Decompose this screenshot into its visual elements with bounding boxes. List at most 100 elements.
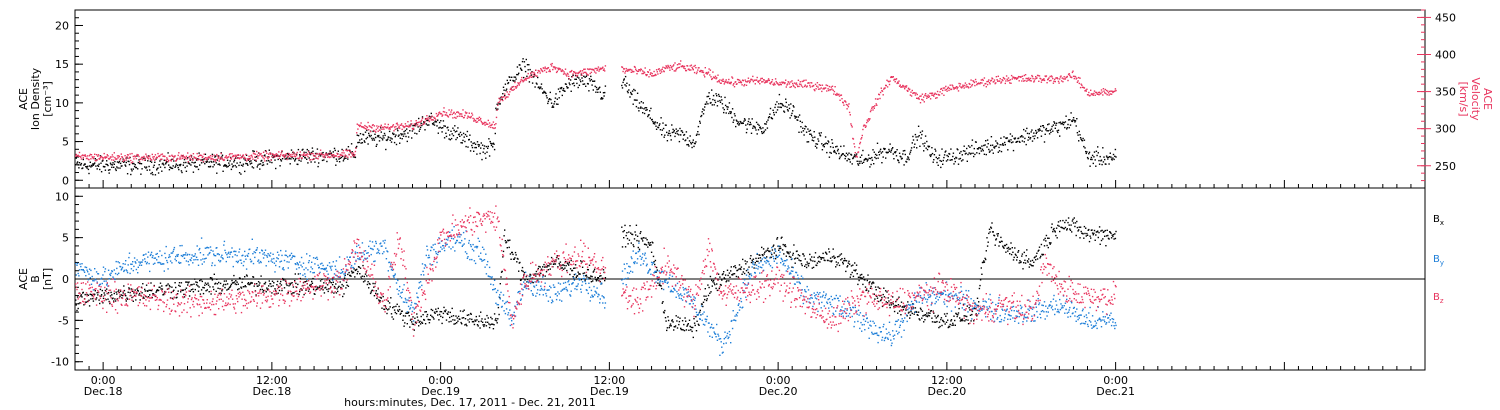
b-tick-label: 0 <box>62 273 69 286</box>
data-point <box>1043 126 1045 129</box>
data-point <box>939 325 941 328</box>
data-point <box>92 157 95 160</box>
data-point <box>485 157 487 159</box>
data-point <box>748 124 751 126</box>
data-point <box>149 289 152 292</box>
data-point <box>676 67 678 70</box>
data-point <box>596 69 598 72</box>
data-point <box>666 329 668 332</box>
data-point <box>993 147 996 149</box>
data-point <box>847 104 849 106</box>
data-point <box>599 67 601 69</box>
data-point <box>511 76 513 78</box>
data-point <box>633 88 635 91</box>
data-point <box>958 82 960 85</box>
data-point <box>1051 125 1053 128</box>
data-point <box>893 79 895 81</box>
data-point <box>1051 76 1053 78</box>
data-point <box>391 316 393 318</box>
data-point <box>947 326 949 329</box>
data-point <box>468 116 470 118</box>
data-point <box>424 129 426 131</box>
data-point <box>818 132 820 134</box>
data-point <box>247 283 249 285</box>
data-point <box>116 293 118 295</box>
data-point <box>626 237 629 240</box>
data-point <box>384 305 386 307</box>
data-point <box>970 152 972 155</box>
data-point <box>347 146 350 148</box>
data-point <box>816 82 819 84</box>
data-point <box>1071 76 1073 79</box>
data-point <box>724 274 727 276</box>
data-point <box>1103 156 1105 158</box>
data-point <box>947 159 949 161</box>
data-point <box>535 69 537 71</box>
data-point <box>126 173 129 175</box>
data-point <box>960 87 963 89</box>
data-point <box>658 68 660 70</box>
data-point <box>666 66 668 68</box>
data-point <box>831 88 833 90</box>
data-point <box>931 317 933 319</box>
data-point <box>552 105 554 107</box>
data-point <box>246 163 248 165</box>
data-point <box>216 153 218 156</box>
data-point <box>118 155 121 158</box>
data-point <box>1028 136 1030 138</box>
data-point <box>1028 78 1030 81</box>
data-point <box>216 283 219 285</box>
data-point <box>204 153 207 155</box>
data-point <box>403 325 405 327</box>
data-point <box>451 307 453 310</box>
data-point <box>357 134 360 137</box>
data-point <box>183 158 186 161</box>
data-point <box>564 72 566 75</box>
data-point <box>425 123 427 125</box>
data-point <box>400 134 403 136</box>
data-point <box>244 170 246 173</box>
y-right-tick-label: 350 <box>1435 86 1456 99</box>
data-point <box>773 252 775 254</box>
data-point <box>780 106 782 109</box>
data-point <box>209 277 212 279</box>
data-point <box>439 310 441 313</box>
data-point <box>664 134 666 136</box>
data-point <box>431 122 434 125</box>
data-point <box>187 282 189 284</box>
data-point <box>170 291 172 294</box>
data-point <box>805 266 808 269</box>
data-point <box>930 310 932 312</box>
data-point <box>242 278 244 280</box>
data-point <box>923 101 925 103</box>
data-point <box>696 71 698 73</box>
data-point <box>979 279 982 281</box>
data-point <box>1102 147 1104 149</box>
data-point <box>549 69 551 71</box>
data-point <box>172 158 174 160</box>
data-point <box>379 300 381 302</box>
data-point <box>1083 87 1086 89</box>
data-point <box>350 156 352 158</box>
data-point <box>705 101 708 103</box>
data-point <box>569 273 571 276</box>
data-point <box>515 87 517 89</box>
data-point <box>674 132 677 134</box>
data-point <box>1067 73 1070 76</box>
data-point <box>401 128 403 131</box>
data-point <box>106 154 108 156</box>
data-point <box>204 282 207 284</box>
data-point <box>729 276 731 278</box>
data-point <box>733 86 736 88</box>
data-point <box>516 261 518 263</box>
data-point <box>211 161 213 163</box>
data-point <box>270 285 272 288</box>
data-point <box>984 144 986 146</box>
data-point <box>1105 155 1108 157</box>
data-point <box>502 86 505 88</box>
data-point <box>326 288 328 291</box>
data-point <box>790 86 793 88</box>
data-point <box>80 158 83 160</box>
data-point <box>1111 90 1113 92</box>
data-point <box>728 280 730 282</box>
